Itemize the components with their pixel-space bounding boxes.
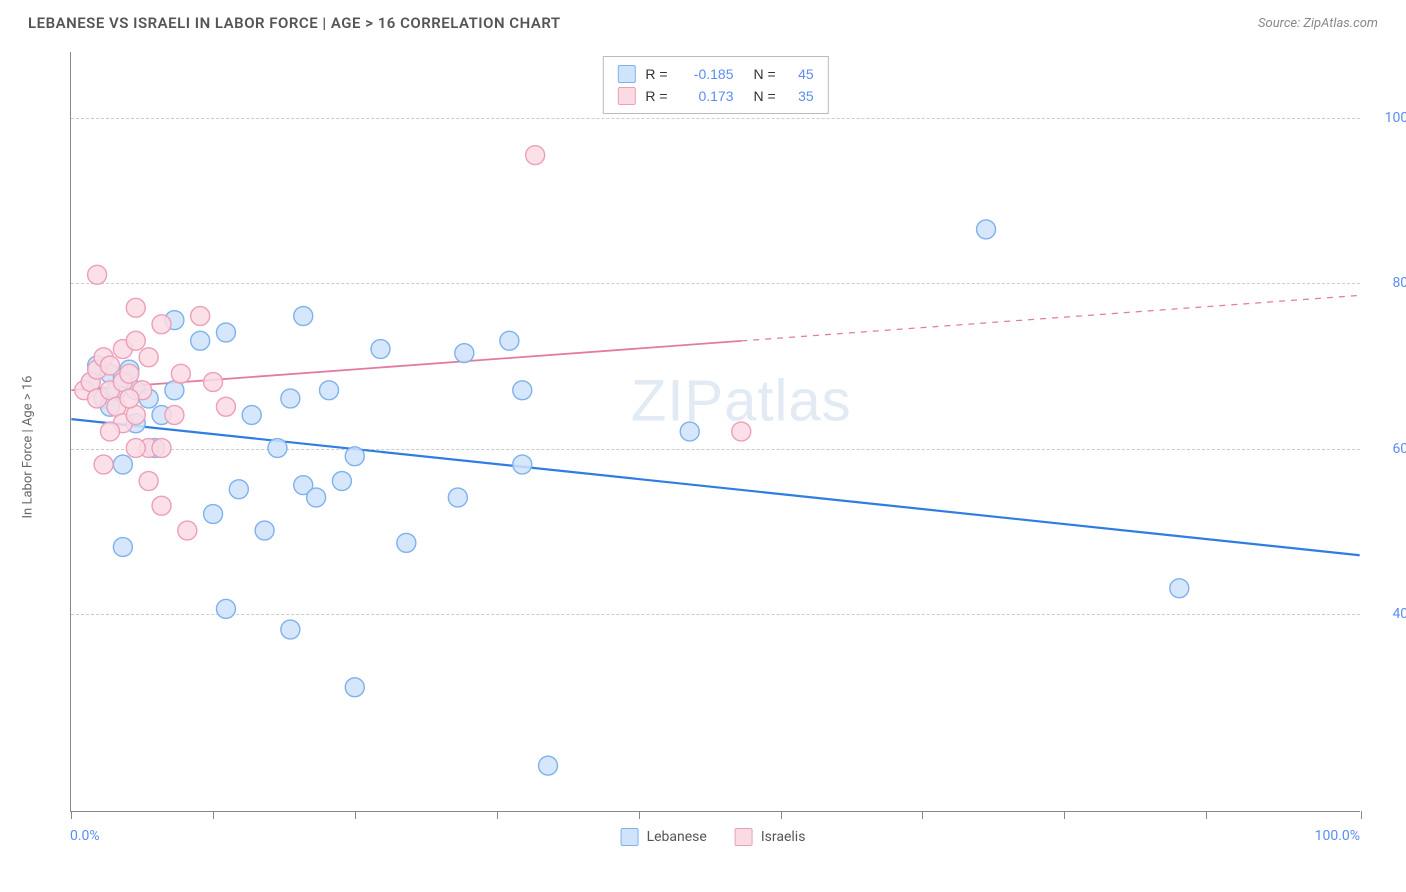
legend-label-lebanese: Lebanese bbox=[647, 829, 707, 845]
plot-svg bbox=[71, 52, 1360, 811]
swatch-lebanese-bottom bbox=[621, 828, 639, 846]
legend-item-israelis: Israelis bbox=[735, 828, 806, 846]
plot-area: ZIPatlas R = -0.185 N = 45 R = 0.173 N =… bbox=[70, 52, 1360, 812]
correlation-legend: R = -0.185 N = 45 R = 0.173 N = 35 bbox=[602, 56, 828, 114]
n-value-israelis: 35 bbox=[786, 88, 814, 104]
swatch-lebanese bbox=[617, 65, 635, 83]
swatch-israelis bbox=[617, 87, 635, 105]
r-value-lebanese: -0.185 bbox=[678, 66, 734, 82]
source-label: Source: ZipAtlas.com bbox=[1258, 16, 1378, 31]
x-axis-min-label: 0.0% bbox=[70, 828, 100, 844]
y-tick-label: 60.0% bbox=[1370, 441, 1406, 457]
series-legend: Lebanese Israelis bbox=[621, 828, 806, 846]
r-value-israelis: 0.173 bbox=[678, 88, 734, 104]
n-value-lebanese: 45 bbox=[786, 66, 814, 82]
chart-container: In Labor Force | Age > 16 ZIPatlas R = -… bbox=[48, 52, 1378, 842]
y-tick-label: 100.0% bbox=[1370, 110, 1406, 126]
legend-row-lebanese: R = -0.185 N = 45 bbox=[617, 63, 813, 85]
legend-label-israelis: Israelis bbox=[761, 829, 806, 845]
x-axis-max-label: 100.0% bbox=[1315, 828, 1360, 844]
y-tick-label: 40.0% bbox=[1370, 606, 1406, 622]
swatch-israelis-bottom bbox=[735, 828, 753, 846]
chart-title: LEBANESE VS ISRAELI IN LABOR FORCE | AGE… bbox=[28, 14, 561, 32]
legend-item-lebanese: Lebanese bbox=[621, 828, 707, 846]
y-tick-label: 80.0% bbox=[1370, 275, 1406, 291]
y-axis-label: In Labor Force | Age > 16 bbox=[21, 376, 36, 519]
legend-row-israelis: R = 0.173 N = 35 bbox=[617, 85, 813, 107]
